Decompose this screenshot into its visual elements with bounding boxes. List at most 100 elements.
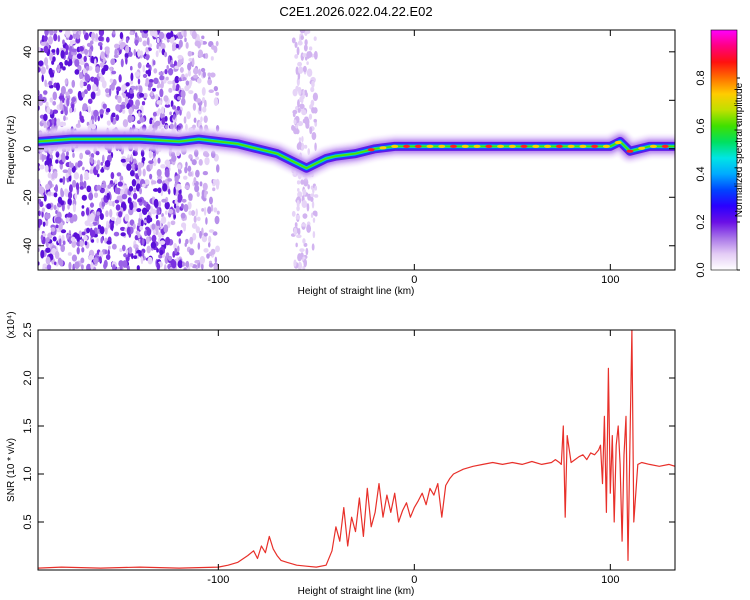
- spectrogram-noise-dot: [94, 58, 97, 67]
- spectrogram-noise-dot: [137, 222, 142, 227]
- spectrogram-noise-dot: [161, 213, 164, 218]
- spectrogram-noise-dot: [134, 32, 138, 38]
- spectrogram-noise-dot: [98, 72, 103, 78]
- spectrogram-noise-dot: [171, 42, 178, 51]
- spectrogram-panel: -100 0 100 -40 -20 0 20 40 Height of straight …: [6, 29, 676, 297]
- snr-multiplier: (x10⁴): [6, 311, 17, 338]
- spectrogram-noise-dot: [147, 256, 153, 265]
- spectrogram-noise-dot: [185, 123, 188, 131]
- spectrogram-noise-dot: [85, 65, 90, 71]
- spectrogram-ridge-peak: [661, 144, 669, 148]
- spectrogram-noise-dot: [306, 202, 310, 212]
- spectrogram-noise-dot: [213, 264, 218, 270]
- spectrogram-noise-dot: [305, 92, 308, 98]
- spectrogram-noise-dot: [104, 227, 108, 235]
- spectrogram-noise-dot: [301, 223, 307, 227]
- spectrogram-noise-dot: [159, 111, 165, 120]
- spectrogram-noise-dot: [309, 126, 313, 135]
- spectrogram-noise-dot: [300, 142, 305, 151]
- spectrogram-noise-dot: [121, 193, 128, 200]
- spectrogram-noise-dot: [63, 115, 66, 122]
- spectrogram-noise-dot: [125, 37, 129, 44]
- spectrogram-noise-dot: [312, 217, 316, 223]
- spectrogram-noise-dot: [192, 124, 196, 129]
- spectrogram-noise-dot: [111, 243, 117, 250]
- spectrogram-noise-dot: [302, 238, 306, 244]
- spectrogram-noise-dot: [193, 215, 197, 223]
- spectrogram-noise-dot: [192, 74, 199, 79]
- spectrogram-noise-dot: [171, 154, 177, 162]
- spectrogram-noise-dot: [214, 215, 220, 225]
- spectrogram-noise-dot: [187, 69, 191, 77]
- spectrogram-noise-dot: [59, 121, 65, 127]
- spectrogram-ridge-peak: [626, 149, 634, 153]
- spectrogram-ridge-peak: [450, 144, 458, 148]
- spectrogram-noise-dot: [119, 248, 123, 253]
- spectrogram-noise-dot: [101, 154, 105, 164]
- spectrogram-noise-dot: [94, 113, 97, 123]
- spectrogram-noise-dot: [167, 55, 171, 65]
- spectrogram-noise-dot: [126, 226, 131, 236]
- spectrogram-noise-dot: [114, 199, 120, 204]
- spectrogram-noise-dot: [147, 86, 152, 91]
- spectrogram-noise-dot: [79, 180, 84, 187]
- spectrogram-noise-dot: [133, 255, 138, 260]
- spectrogram-noise-dot: [115, 86, 121, 92]
- spectrogram-noise-dot: [139, 187, 143, 195]
- spectrogram-noise-dot: [110, 82, 115, 91]
- spectrogram-noise-dot: [117, 95, 122, 104]
- spectrogram-noise-dot: [314, 185, 318, 191]
- spectrogram-noise-dot: [208, 262, 214, 268]
- spectrogram-noise-dot: [204, 99, 207, 108]
- spectrogram-noise-dot: [137, 168, 142, 177]
- spectrogram-noise-dot: [172, 83, 176, 91]
- spectrogram-noise-dot: [298, 137, 302, 142]
- spectrogram-noise-dot: [199, 230, 202, 239]
- spectrogram-noise-dot: [109, 208, 113, 218]
- spectrogram-noise-dot: [197, 49, 204, 58]
- spectrogram-noise-dot: [163, 95, 169, 102]
- spectrogram-noise-dot: [183, 203, 189, 213]
- spectrogram-noise-dot: [158, 83, 163, 88]
- snr-y-tick-label: 2.0: [22, 370, 34, 385]
- spectrogram-noise-dot: [43, 194, 47, 202]
- spectrogram-noise-dot: [297, 261, 303, 270]
- spectrogram-noise-dot: [136, 265, 140, 270]
- spectrogram-noise-dot: [169, 111, 172, 116]
- colorbar-label: Normalized spectral amplitude: [734, 82, 745, 217]
- spectrogram-noise-dot: [56, 47, 60, 56]
- spectrogram-noise-dot: [146, 204, 151, 211]
- spectrogram-noise-dot: [170, 100, 174, 108]
- spectrogram-noise-dot: [67, 212, 73, 218]
- spectrogram-noise-dot: [122, 108, 126, 114]
- spectrogram-noise-dot: [195, 226, 201, 234]
- spectrogram-noise-dot: [215, 178, 220, 188]
- spectrogram-noise-dot: [124, 213, 130, 222]
- spectrogram-noise-dot: [103, 165, 107, 170]
- spectrogram-noise-dot: [80, 264, 84, 270]
- spectrogram-noise-dot: [115, 204, 121, 211]
- spectrogram-noise-dot: [201, 208, 205, 212]
- spectrogram-noise-dot: [126, 265, 130, 270]
- spectrogram-noise-dot: [157, 108, 161, 114]
- spectrogram-noise-dot: [148, 43, 153, 48]
- spectrogram-noise-dot: [44, 57, 49, 66]
- spectrogram-noise-dot: [81, 91, 85, 98]
- spectrogram-noise-dot: [43, 90, 48, 95]
- spectrogram-noise-dot: [99, 226, 105, 235]
- spectrogram-y-tick-label: -20: [22, 189, 34, 205]
- spectrogram-noise-dot: [298, 66, 304, 74]
- spectrogram-noise-dot: [293, 119, 297, 125]
- spectrogram-noise-dot: [184, 37, 187, 43]
- spectrogram-noise-dot: [111, 112, 116, 118]
- spectrogram-noise-dot: [311, 243, 315, 251]
- spectrogram-noise-dot: [158, 44, 162, 53]
- spectrogram-noise-dot: [43, 154, 47, 160]
- spectrogram-noise-dot: [183, 267, 188, 270]
- spectrogram-noise-dot: [191, 57, 195, 66]
- spectrogram-noise-dot: [132, 201, 138, 208]
- spectrogram-noise-dot: [78, 45, 84, 52]
- spectrogram-noise-dot: [69, 184, 73, 193]
- spectrogram-noise-dot: [102, 103, 107, 109]
- spectrogram-noise-dot: [120, 158, 127, 163]
